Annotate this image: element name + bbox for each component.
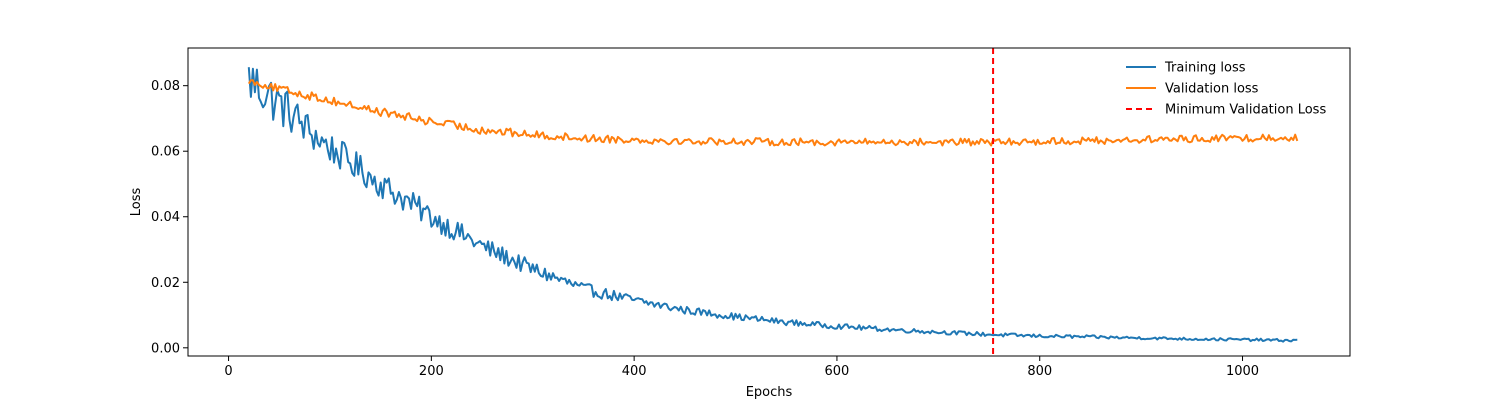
x-axis-title: Epochs	[746, 385, 793, 400]
y-tick-label: 0.04	[151, 210, 180, 225]
y-tick-label: 0.00	[151, 341, 180, 356]
x-tick-label: 0	[224, 364, 232, 379]
y-tick-label: 0.08	[151, 79, 180, 94]
series-layer	[247, 67, 1299, 343]
y-axis-title: Loss	[129, 188, 144, 217]
validation-loss-line	[247, 79, 1299, 147]
plot-area	[188, 48, 1350, 356]
x-tick-label: 200	[419, 364, 444, 379]
x-axis-ticks: 0 200 400 600 800 1000	[224, 356, 1259, 379]
legend-label: Validation loss	[1165, 82, 1259, 97]
x-tick-label: 600	[825, 364, 850, 379]
x-tick-label: 1000	[1226, 364, 1259, 379]
training-loss-line	[247, 67, 1298, 343]
y-tick-label: 0.02	[151, 276, 180, 291]
legend-label: Minimum Validation Loss	[1165, 103, 1326, 118]
plot-frame	[187, 47, 1351, 357]
x-tick-label: 800	[1027, 364, 1052, 379]
y-tick-label: 0.06	[151, 145, 180, 160]
x-tick-label: 400	[622, 364, 647, 379]
y-axis-ticks: 0.00 0.02 0.04 0.06 0.08	[151, 79, 188, 356]
legend-label: Training loss	[1164, 61, 1246, 76]
legend: Training loss Validation loss Minimum Vali…	[1126, 61, 1326, 118]
